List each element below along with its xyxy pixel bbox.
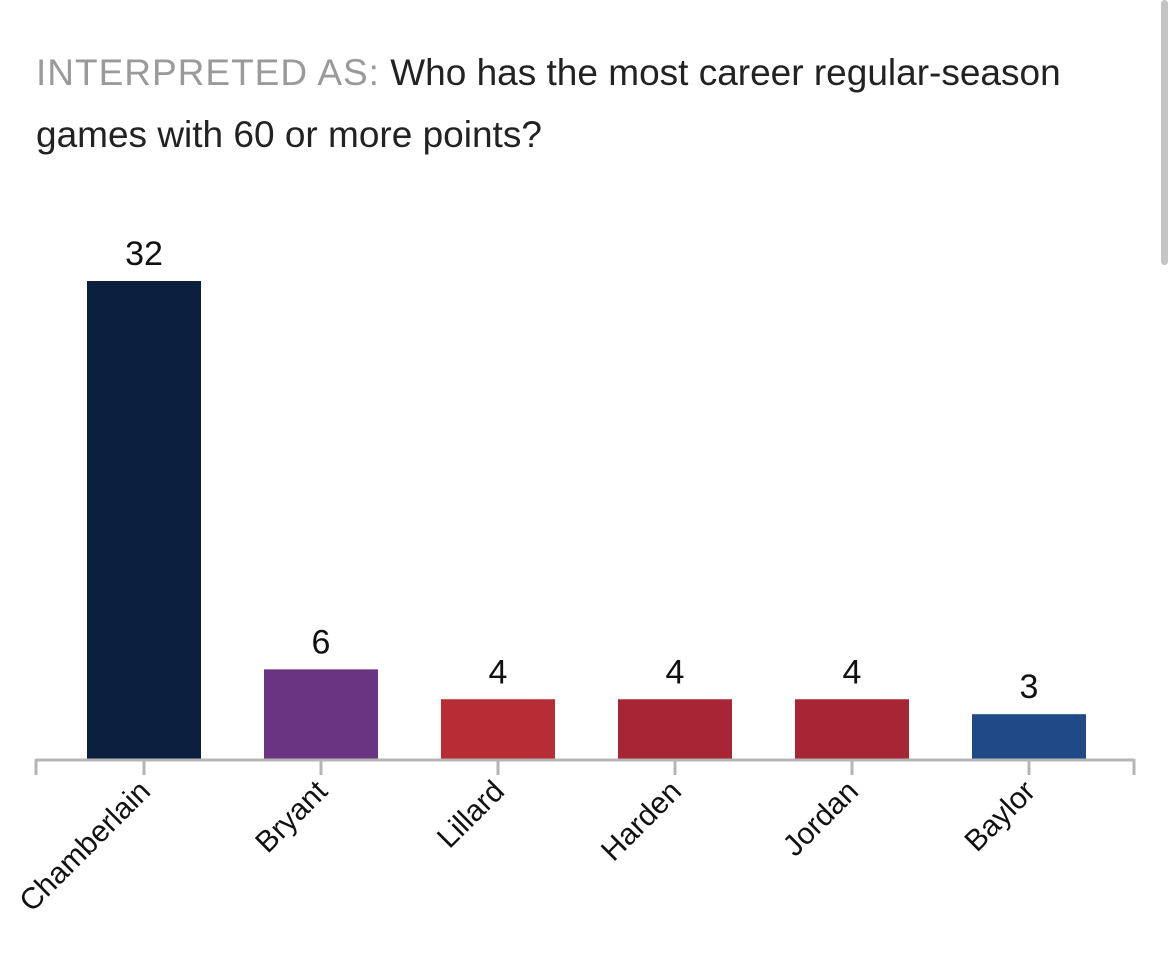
x-tick-label: Chamberlain xyxy=(13,775,157,919)
x-tick-label: Harden xyxy=(595,775,688,868)
scrollbar[interactable] xyxy=(1161,0,1168,265)
bar xyxy=(795,699,909,759)
bar-value-label: 32 xyxy=(125,235,163,273)
bar xyxy=(972,714,1086,759)
bar-value-label: 4 xyxy=(666,653,685,691)
x-tick-label: Lillard xyxy=(431,775,511,855)
bar xyxy=(87,281,201,759)
x-tick-label: Jordan xyxy=(777,775,865,863)
bar xyxy=(618,699,732,759)
x-axis: Chamberlain Bryant Lillard Harden Jordan Bayl… xyxy=(13,758,1136,919)
bar xyxy=(441,699,555,759)
bar-value-label: 4 xyxy=(843,653,862,691)
interpreted-question: INTERPRETED AS: Who has the most career … xyxy=(36,42,1126,166)
bar-value-label: 4 xyxy=(489,653,508,691)
x-tick-label: Baylor xyxy=(958,775,1041,858)
bars-group: 32 6 4 4 4 3 xyxy=(87,235,1086,759)
x-tick-label: Bryant xyxy=(249,774,334,859)
bar xyxy=(264,669,378,759)
interpreted-as-label: INTERPRETED AS: xyxy=(36,52,380,93)
bar-value-label: 6 xyxy=(312,623,331,661)
bar-value-label: 3 xyxy=(1020,668,1039,706)
question-text: Who has the most career regular-season g… xyxy=(36,52,1061,155)
